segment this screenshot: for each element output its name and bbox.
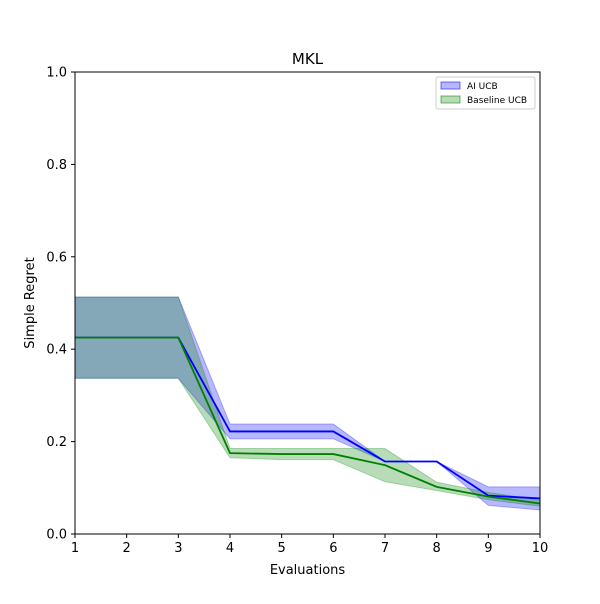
x-tick-label: 7: [381, 541, 389, 556]
y-tick-label: 0.8: [46, 158, 67, 173]
x-axis: 1 2 3 4 5 6 7 8 9 10: [71, 534, 548, 556]
x-tick-label: 1: [71, 541, 79, 556]
legend: AI UCB Baseline UCB: [435, 76, 536, 110]
x-tick-label: 6: [329, 541, 337, 556]
legend-swatch: [440, 95, 461, 104]
line-series-1: [75, 336, 541, 505]
y-axis: 0.0 0.2 0.4 0.6 0.8 1.0: [46, 66, 75, 543]
legend-swatch: [440, 81, 461, 90]
x-tick-label: 3: [174, 541, 182, 556]
band-series-1: [74, 296, 541, 507]
x-tick-label: 4: [226, 541, 234, 556]
plot-frame: [74, 71, 541, 535]
y-tick-label: 0.4: [46, 343, 67, 358]
y-tick-label: 0.6: [46, 250, 67, 265]
x-tick-label: 9: [484, 541, 492, 556]
y-axis-label: Simple Regret: [23, 257, 38, 348]
chart-title: MKL: [292, 50, 324, 68]
x-tick-label: 2: [123, 541, 131, 556]
y-tick-label: 0.0: [46, 528, 67, 543]
series-lines: [75, 336, 541, 505]
confidence-bands: [74, 296, 541, 511]
x-tick-label: 8: [433, 541, 441, 556]
x-tick-label: 5: [278, 541, 286, 556]
y-tick-label: 1.0: [46, 66, 67, 81]
x-axis-label: Evaluations: [270, 563, 346, 578]
x-tick-label: 10: [532, 541, 549, 556]
legend-label: Baseline UCB: [467, 96, 527, 106]
legend-box: [435, 76, 536, 110]
y-tick-label: 0.2: [46, 435, 67, 450]
legend-label: AI UCB: [467, 82, 498, 92]
